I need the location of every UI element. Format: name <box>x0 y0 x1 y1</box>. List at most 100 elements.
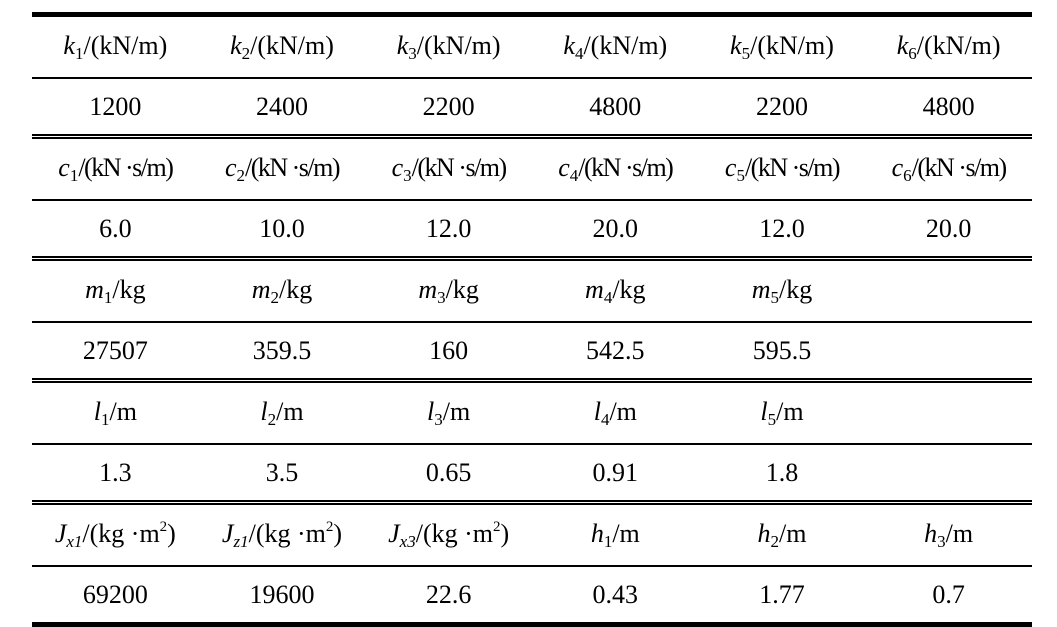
header-part: 2 <box>270 287 280 307</box>
header-part: /m <box>612 518 640 548</box>
header-part: 6 <box>908 43 917 63</box>
header-part: /(kN/m) <box>750 30 834 60</box>
header-cell: c5/(kN ·s/m) <box>698 136 866 201</box>
value-cell: 4800 <box>531 78 699 139</box>
value-cell: 0.7 <box>865 566 1032 627</box>
value-cell: 595.5 <box>698 322 866 383</box>
header-part: c <box>891 152 904 182</box>
parameter-table: k1/(kN/m) k2/(kN/m) k3/(kN/m) k4/(kN/m) k5/(… <box>32 12 1032 627</box>
header-part: m <box>751 274 771 304</box>
header-cell: h3/m <box>865 502 1032 567</box>
table-wrap: k1/(kN/m) k2/(kN/m) k3/(kN/m) k4/(kN/m) k5/(… <box>32 12 1032 627</box>
header-part: /(kN ·s/m) <box>244 152 341 182</box>
value-cell: 2200 <box>698 78 866 139</box>
header-part: c <box>558 152 570 182</box>
header-part: k <box>896 30 909 60</box>
value-cell: 19600 <box>198 566 366 627</box>
header-cell: m2/kg <box>198 258 366 323</box>
value-cell: 2200 <box>365 78 532 139</box>
value-cell: 2400 <box>198 78 366 139</box>
value-cell: 27507 <box>32 322 199 383</box>
header-part: 1 <box>100 409 110 429</box>
header-cell <box>865 258 1032 323</box>
value-cell: 6.0 <box>32 200 199 261</box>
header-part: l <box>760 396 768 426</box>
header-part: 3 <box>403 165 412 185</box>
header-cell: l2/m <box>198 380 366 445</box>
header-part: h <box>924 518 938 548</box>
value-cell: 1.3 <box>32 444 199 505</box>
header-part: x3 <box>399 531 416 551</box>
header-part: /(kN ·s/m) <box>578 152 674 182</box>
value-cell: 1200 <box>32 78 199 139</box>
header-part: c <box>391 152 404 182</box>
header-cell: m4/kg <box>531 258 699 323</box>
header-part: J <box>221 518 234 548</box>
header-row: c1/(kN ·s/m) c2/(kN ·s/m) c3/(kN ·s/m) c4/(… <box>32 136 1032 201</box>
value-cell: 12.0 <box>698 200 866 261</box>
header-cell: l1/m <box>32 380 199 445</box>
header-part: ) <box>333 518 343 548</box>
value-cell: 160 <box>365 322 532 383</box>
header-cell: k5/(kN/m) <box>698 12 866 79</box>
header-part: /(kg ·m <box>415 518 493 548</box>
header-part: /(kN/m) <box>916 30 1001 60</box>
header-part: /(kN ·s/m) <box>744 152 841 182</box>
header-part: /m <box>778 518 807 548</box>
header-cell: k1/(kN/m) <box>32 12 199 79</box>
value-cell: 0.65 <box>365 444 532 505</box>
header-part: /kg <box>112 274 146 304</box>
header-part: 1 <box>103 287 113 307</box>
header-part: /m <box>609 396 637 426</box>
header-cell: k6/(kN/m) <box>865 12 1032 79</box>
header-part: 2 <box>236 165 245 185</box>
header-part: /(kN ·s/m) <box>78 152 174 182</box>
header-cell: c1/(kN ·s/m) <box>32 136 199 201</box>
header-part: h <box>590 518 604 548</box>
header-part: /(kN/m) <box>250 30 334 60</box>
header-part: /(kN/m) <box>583 30 668 60</box>
header-part: 5 <box>736 165 745 185</box>
header-part: J <box>388 518 400 548</box>
header-part: 4 <box>600 409 610 429</box>
header-part: k <box>396 30 409 60</box>
header-cell: c3/(kN ·s/m) <box>365 136 532 201</box>
header-part: l <box>260 396 268 426</box>
header-cell: Jx1/(kg ·m2) <box>32 502 199 567</box>
header-cell: k3/(kN/m) <box>365 12 532 79</box>
header-part: 3 <box>937 531 946 551</box>
header-cell: l3/m <box>365 380 532 445</box>
header-row: Jx1/(kg ·m2) Jz1/(kg ·m2) Jx3/(kg ·m2) h1/m… <box>32 502 1032 567</box>
header-part: 2 <box>492 518 501 535</box>
header-part: /m <box>945 518 974 548</box>
value-cell: 359.5 <box>198 322 366 383</box>
header-part: /(kN/m) <box>83 30 168 60</box>
header-part: 6 <box>903 165 912 185</box>
header-cell: m3/kg <box>365 258 532 323</box>
header-part: 5 <box>770 287 779 307</box>
header-part: /(kg ·m <box>82 518 160 548</box>
value-cell: 10.0 <box>198 200 366 261</box>
header-part: 2 <box>241 43 251 63</box>
header-part: x1 <box>66 531 83 551</box>
header-part: 2 <box>770 531 779 551</box>
header-cell: h1/m <box>531 502 699 567</box>
header-part: 1 <box>69 165 79 185</box>
value-cell: 22.6 <box>365 566 532 627</box>
header-row: k1/(kN/m) k2/(kN/m) k3/(kN/m) k4/(kN/m) k5/(… <box>32 12 1032 79</box>
header-part: 1 <box>74 43 84 63</box>
header-part: 2 <box>325 518 334 535</box>
header-part: ) <box>500 518 510 548</box>
header-cell: m1/kg <box>32 258 199 323</box>
value-row: 69200 19600 22.6 0.43 1.77 0.7 <box>32 566 1032 627</box>
header-part: /kg <box>778 274 813 304</box>
header-part: /(kN ·s/m) <box>911 152 1008 182</box>
header-part: k <box>563 30 575 60</box>
header-part: 3 <box>408 43 417 63</box>
header-part: 5 <box>741 43 751 63</box>
header-part: c <box>224 152 237 182</box>
value-cell: 69200 <box>32 566 199 627</box>
header-part: z1 <box>233 531 249 551</box>
value-cell <box>865 444 1032 505</box>
header-part: 4 <box>574 43 584 63</box>
